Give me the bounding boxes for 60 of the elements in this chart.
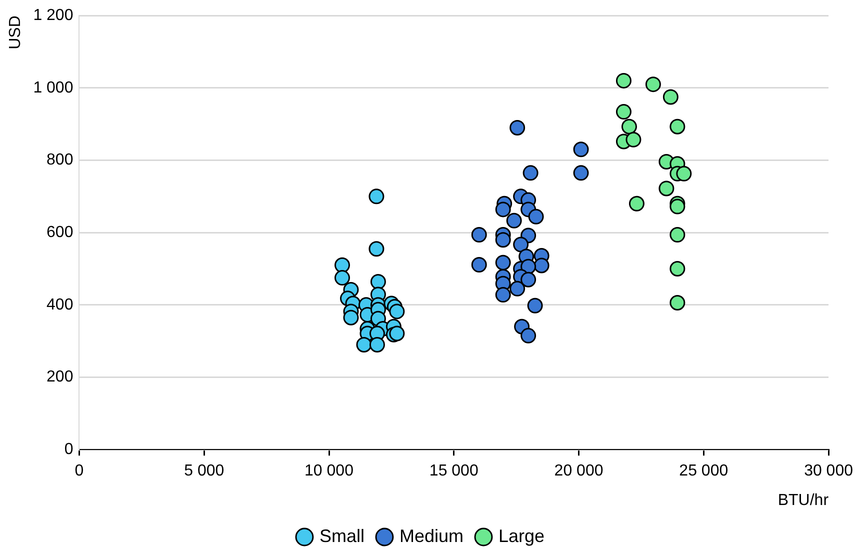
y-tick-label: 800 bbox=[46, 152, 74, 169]
point bbox=[510, 280, 526, 296]
point bbox=[534, 258, 550, 274]
point bbox=[495, 287, 511, 303]
point bbox=[628, 196, 644, 212]
point bbox=[645, 76, 661, 92]
point bbox=[616, 104, 632, 120]
point bbox=[368, 241, 384, 257]
point bbox=[495, 254, 511, 270]
point bbox=[389, 304, 405, 320]
point bbox=[506, 212, 522, 228]
x-tick-label: 25 000 bbox=[679, 462, 728, 480]
x-tick-label: 5 000 bbox=[184, 462, 224, 480]
x-tick-label: 15 000 bbox=[429, 462, 478, 480]
y-axis-title: USD bbox=[7, 16, 24, 50]
legend-label: Large bbox=[498, 526, 545, 546]
point bbox=[573, 142, 589, 158]
y-tick-label: 200 bbox=[46, 368, 74, 386]
point bbox=[670, 118, 686, 134]
point bbox=[368, 188, 384, 204]
point bbox=[621, 118, 637, 134]
point bbox=[670, 295, 686, 311]
y-tick-label: 0 bbox=[64, 441, 74, 458]
y-tick-label: 1 200 bbox=[33, 7, 74, 24]
legend-label: Small bbox=[319, 526, 364, 546]
y-tick-label: 600 bbox=[46, 224, 74, 242]
point bbox=[670, 261, 686, 277]
point bbox=[658, 180, 674, 196]
point bbox=[369, 336, 385, 352]
point bbox=[510, 120, 526, 136]
point bbox=[522, 165, 538, 181]
x-axis-title: BTU/hr bbox=[778, 492, 830, 509]
y-tick-label: 1 000 bbox=[33, 79, 74, 96]
point bbox=[573, 165, 589, 181]
point bbox=[495, 202, 511, 218]
point bbox=[670, 198, 686, 214]
point bbox=[495, 232, 511, 248]
point bbox=[626, 132, 642, 148]
legend-label: Medium bbox=[399, 526, 464, 546]
point bbox=[471, 257, 487, 273]
point bbox=[520, 328, 536, 344]
point bbox=[527, 298, 543, 314]
x-tick-label: 30 000 bbox=[804, 462, 854, 480]
point bbox=[389, 326, 405, 342]
point bbox=[471, 227, 487, 243]
point bbox=[334, 270, 350, 286]
x-tick-label: 20 000 bbox=[554, 462, 604, 480]
point bbox=[616, 72, 632, 88]
point bbox=[520, 272, 536, 288]
x-tick-label: 10 000 bbox=[304, 462, 354, 480]
point bbox=[670, 227, 686, 243]
point bbox=[528, 208, 544, 224]
point bbox=[334, 257, 350, 273]
point bbox=[676, 166, 692, 182]
y-tick-label: 400 bbox=[46, 296, 74, 314]
point bbox=[370, 274, 386, 290]
point bbox=[356, 336, 372, 352]
point bbox=[343, 310, 359, 326]
point bbox=[662, 89, 678, 105]
point bbox=[513, 236, 529, 252]
